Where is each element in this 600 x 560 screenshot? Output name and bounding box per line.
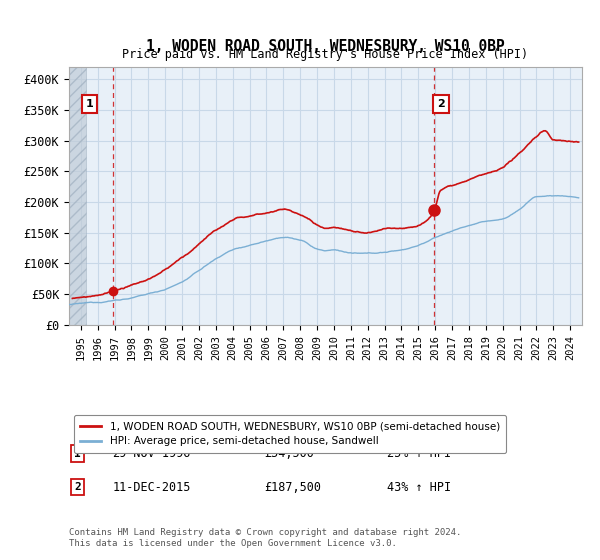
Text: 29-NOV-1996: 29-NOV-1996: [113, 447, 191, 460]
Text: 43% ↑ HPI: 43% ↑ HPI: [387, 480, 451, 493]
Text: Contains HM Land Registry data © Crown copyright and database right 2024.
This d: Contains HM Land Registry data © Crown c…: [69, 528, 461, 548]
Text: 1: 1: [74, 449, 81, 459]
Text: 25% ↑ HPI: 25% ↑ HPI: [387, 447, 451, 460]
Text: 11-DEC-2015: 11-DEC-2015: [113, 480, 191, 493]
Text: £187,500: £187,500: [264, 480, 321, 493]
Text: 2: 2: [74, 482, 81, 492]
Text: 1: 1: [86, 99, 94, 109]
Text: Price paid vs. HM Land Registry's House Price Index (HPI): Price paid vs. HM Land Registry's House …: [122, 48, 529, 61]
Bar: [69, 67, 86, 325]
Legend: 1, WODEN ROAD SOUTH, WEDNESBURY, WS10 0BP (semi-detached house), HPI: Average pr: 1, WODEN ROAD SOUTH, WEDNESBURY, WS10 0B…: [74, 415, 506, 452]
Title: 1, WODEN ROAD SOUTH, WEDNESBURY, WS10 0BP: 1, WODEN ROAD SOUTH, WEDNESBURY, WS10 0B…: [146, 39, 505, 54]
Text: £54,500: £54,500: [264, 447, 314, 460]
Text: 2: 2: [437, 99, 445, 109]
